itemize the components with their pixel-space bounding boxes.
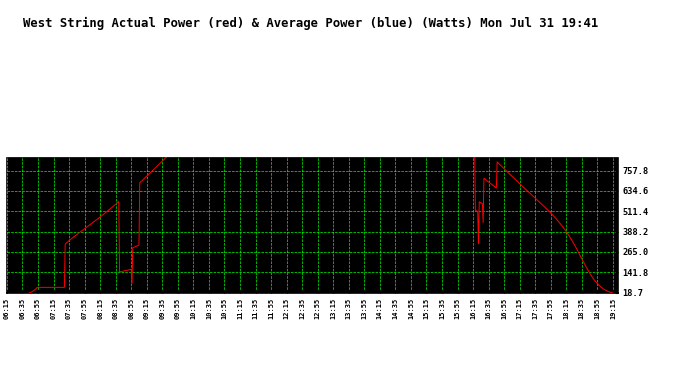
- Text: Copyright 2006 Cartronics.com: Copyright 2006 Cartronics.com: [10, 53, 137, 59]
- Text: West String Actual Power (red) & Average Power (blue) (Watts) Mon Jul 31 19:41: West String Actual Power (red) & Average…: [23, 17, 598, 30]
